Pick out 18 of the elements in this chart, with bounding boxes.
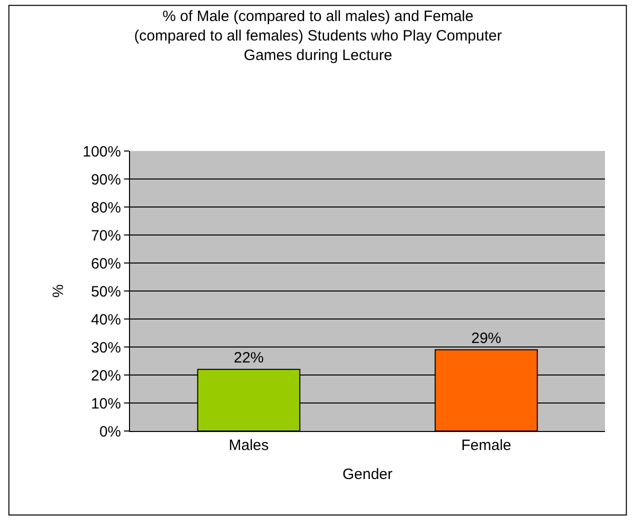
y-tick-label: 20% [90,367,121,384]
y-tick-label: 90% [90,171,121,188]
y-tick-label: 30% [90,339,121,356]
x-tick-label: Males [228,437,269,454]
x-axis-title: Gender [342,466,393,483]
y-tick-label: 50% [90,283,121,300]
y-tick-label: 10% [90,395,121,412]
y-tick-label: 70% [90,227,121,244]
y-tick-label: 40% [90,311,121,328]
y-tick-label: 100% [82,143,121,160]
x-tick-label: Female [461,437,512,454]
y-tick-label: 0% [99,423,121,440]
y-tick-label: 60% [90,255,121,272]
chart-title: % of Male (compared to all males) and Female (compared to all females) Students who Play Computer Games during Lecture [134,8,502,64]
y-axis-title: % [50,284,67,298]
data-label: 29% [471,330,502,347]
data-label: 22% [234,349,264,366]
y-tick-label: 80% [90,199,121,216]
